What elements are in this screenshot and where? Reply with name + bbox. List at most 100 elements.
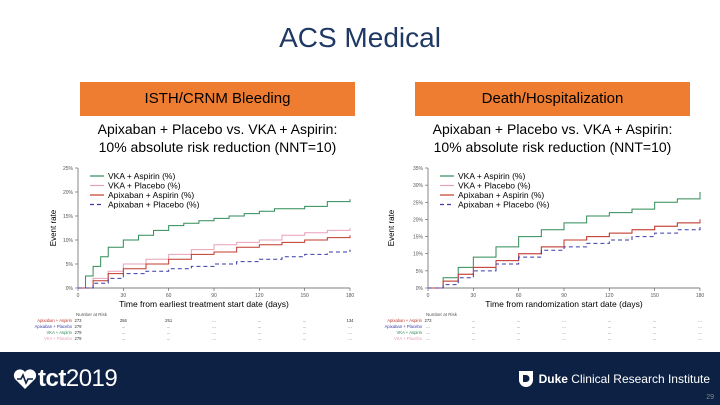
tct-brand-text: tct: [38, 365, 66, 392]
y-tick-label: 0%: [66, 286, 74, 292]
risk-table-label: Number at Risk: [426, 312, 458, 317]
legend-label: VKA + Placebo (%): [108, 181, 181, 191]
risk-cell: ...: [122, 324, 126, 329]
x-tick-label: 180: [346, 293, 355, 299]
page-number: 29: [706, 394, 714, 401]
risk-row-name: VKA + Placebo: [44, 336, 73, 341]
y-tick-label: 20%: [413, 217, 424, 223]
risk-cell: ...: [258, 330, 262, 335]
risk-cell: ...: [426, 336, 430, 341]
series-line: [78, 235, 351, 289]
risk-cell: ...: [212, 336, 216, 341]
y-tick-label: 25%: [413, 200, 424, 206]
risk-cell: 279: [75, 324, 83, 329]
chart-death: Event rate 0% 5% 10% 15% 20% 25% 30% 35% 0 30 60 90 1…: [385, 166, 705, 341]
duke-wordmark: Duke Clinical Research Institute: [539, 372, 710, 386]
series-line: [78, 228, 351, 289]
risk-row-name: Apixaban + Aspirin: [387, 318, 422, 323]
y-tick-label: 10%: [413, 252, 424, 258]
x-axis-label: Time from earliest treatment start date …: [119, 299, 289, 309]
risk-cell: ...: [212, 324, 216, 329]
risk-cell: ...: [303, 318, 307, 323]
risk-cell: ...: [472, 318, 476, 323]
risk-cell: ...: [472, 336, 476, 341]
x-tick-label: 150: [300, 293, 309, 299]
legend-label: VKA + Aspirin (%): [108, 171, 175, 181]
risk-cell: ...: [698, 318, 702, 323]
risk-cell: ...: [472, 330, 476, 335]
x-tick-label: 90: [561, 293, 567, 299]
x-tick-label: 0: [77, 293, 80, 299]
risk-cell: ...: [122, 330, 126, 335]
risk-cell: ...: [562, 330, 566, 335]
risk-cell: ...: [122, 336, 126, 341]
risk-cell: ...: [303, 336, 307, 341]
series-line: [78, 199, 351, 289]
y-tick-label: 20%: [63, 190, 74, 196]
y-tick-label: 25%: [63, 166, 74, 172]
subtitle-line: Apixaban + Placebo vs. VKA + Aspirin:: [97, 121, 338, 137]
risk-row-name: Apixaban + Aspirin: [37, 318, 72, 323]
heart-icon: [13, 369, 37, 389]
duke-rest-text: Clinical Research Institute: [567, 372, 710, 386]
risk-cell: ...: [258, 324, 262, 329]
x-tick-label: 150: [650, 293, 659, 299]
risk-cell: ...: [698, 330, 702, 335]
risk-cell: ...: [698, 324, 702, 329]
risk-cell: ...: [348, 324, 352, 329]
risk-cell: ...: [167, 324, 171, 329]
x-tick-label: 180: [696, 293, 705, 299]
risk-cell: ...: [348, 336, 352, 341]
legend-label: Apixaban + Placebo (%): [108, 200, 200, 210]
x-tick-label: 30: [121, 293, 127, 299]
risk-cell: 273: [75, 318, 83, 323]
risk-cell: ...: [653, 324, 657, 329]
footer-bar: tct2019 Duke Clinical Research Institute: [0, 352, 720, 405]
tct-wordmark: tct2019: [38, 365, 118, 393]
risk-cell: ...: [653, 318, 657, 323]
risk-cell: 279: [75, 330, 83, 335]
tct-year-text: 2019: [65, 365, 118, 392]
x-tick-label: 60: [166, 293, 172, 299]
legend-label: VKA + Aspirin (%): [458, 171, 525, 181]
risk-cell: ...: [517, 336, 521, 341]
risk-cell: ...: [653, 336, 657, 341]
y-axis-label: Event rate: [387, 209, 396, 246]
duke-bold-text: Duke: [538, 372, 568, 386]
risk-cell: 273: [425, 318, 433, 323]
risk-cell: ...: [517, 324, 521, 329]
y-tick-label: 15%: [413, 235, 424, 241]
y-tick-label: 30%: [413, 183, 424, 189]
y-tick-label: 5%: [416, 269, 424, 275]
risk-cell: ...: [653, 330, 657, 335]
series-line: [428, 192, 701, 289]
risk-row-name: VKA + Aspirin: [397, 330, 423, 335]
x-tick-label: 90: [211, 293, 217, 299]
risk-cell: 251: [165, 318, 173, 323]
risk-cell: ...: [426, 330, 430, 335]
risk-cell: ...: [608, 330, 612, 335]
risk-cell: ...: [698, 336, 702, 341]
legend-label: Apixaban + Placebo (%): [458, 200, 550, 210]
risk-cell: ...: [562, 336, 566, 341]
risk-cell: 256: [120, 318, 128, 323]
risk-cell: 134: [347, 318, 355, 323]
legend-label: VKA + Placebo (%): [458, 181, 531, 191]
risk-cell: ...: [303, 324, 307, 329]
risk-cell: ...: [562, 324, 566, 329]
risk-cell: ...: [348, 330, 352, 335]
panel-header-bleeding: ISTH/CRNM Bleeding: [80, 82, 355, 116]
series-line: [428, 226, 701, 289]
x-tick-label: 120: [255, 293, 264, 299]
series-line: [78, 249, 351, 289]
risk-cell: ...: [303, 330, 307, 335]
risk-cell: ...: [608, 318, 612, 323]
legend-label: Apixaban + Aspirin (%): [108, 190, 194, 200]
risk-cell: ...: [517, 318, 521, 323]
risk-cell: ...: [608, 336, 612, 341]
subtitle-line: Apixaban + Placebo vs. VKA + Aspirin:: [432, 121, 673, 137]
x-tick-label: 30: [471, 293, 477, 299]
y-tick-label: 15%: [63, 214, 74, 220]
x-axis-label: Time from randomization start date (days…: [485, 299, 643, 309]
subtitle-line: 10% absolute risk reduction (NNT=10): [433, 139, 672, 155]
